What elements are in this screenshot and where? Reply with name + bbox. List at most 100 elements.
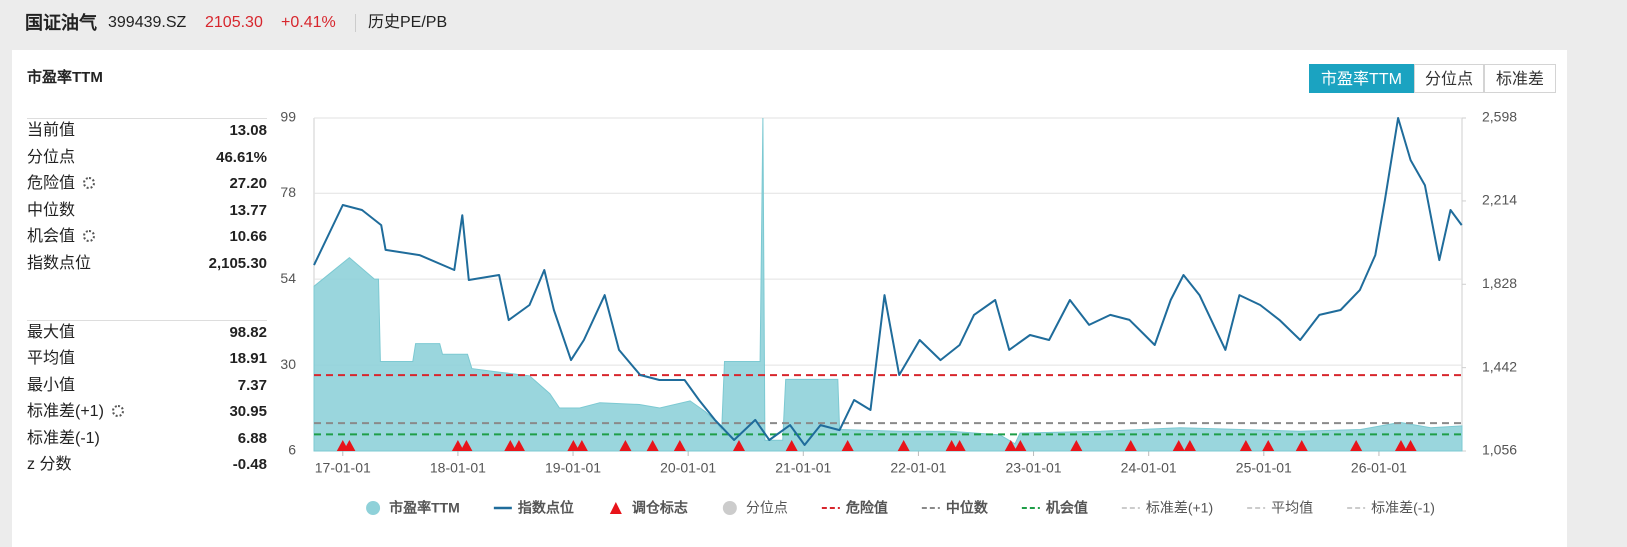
y2-tick-label: 2,598 [1482,109,1517,125]
x-tick-label: 17-01-01 [315,460,371,476]
legend-label: 调仓标志 [632,500,688,516]
stat-row: z 分数 -0.48 [27,453,267,477]
rebalance-marker [841,440,854,451]
stat-value: 27.20 [229,175,267,192]
stat-value: 10.66 [229,228,267,245]
rebalance-marker [953,440,966,451]
rebalance-marker [1350,440,1363,451]
rebalance-marker [945,440,958,451]
stat-label-text: 当前值 [27,122,76,139]
legend: 市盈率TTM 指数点位 调仓标志 分位点 危险值 中位数 机会值 标准差(+1) 平均值 标准差(… [366,500,1435,516]
legend-label: 标准差(+1) [1146,500,1213,516]
settings-icon[interactable] [83,177,96,189]
stat-value: 13.77 [229,201,267,219]
index-price: 2105.30 [205,14,263,31]
rebalance-marker [785,440,798,451]
stat-value: 13.08 [229,122,267,139]
stat-label-text: 标准差(-1) [27,429,100,447]
stat-label: 中位数 [27,199,75,223]
pe-area [313,117,1463,452]
legend-label: 机会值 [1046,500,1088,516]
x-tick-label: 24-01-01 [1121,460,1177,476]
tab[interactable]: 标准差 [1484,64,1556,93]
stat-label: 标准差(+1) [27,400,124,424]
rebalance-marker [460,440,473,451]
legend-label: 市盈率TTM [389,500,460,516]
rebalance-marker [897,440,910,451]
rebalance-marker [1295,440,1308,451]
legend-symbol [722,501,737,515]
stat-value: 2,105.30 [208,254,267,272]
legend-item[interactable]: 指数点位 [493,500,574,516]
settings-icon[interactable] [83,230,96,242]
legend-item[interactable]: 分位点 [722,500,788,516]
stat-label-text: 最小值 [27,376,76,394]
stat-value: 46.61% [216,148,267,166]
index-code: 399439.SZ [108,14,187,31]
stat-label: 最大值 [27,321,75,345]
legend-item[interactable]: 调仓标志 [609,500,688,516]
rebalance-marker [1070,440,1083,451]
settings-icon[interactable] [111,405,124,418]
stat-label: 分位点 [27,146,75,170]
card [12,50,1567,547]
history-link[interactable]: 历史PE/PB [368,14,448,31]
x-tick-label: 21-01-01 [775,460,831,476]
tab[interactable]: 分位点 [1414,64,1484,93]
y-tick-label: 54 [280,270,296,286]
legend-label: 平均值 [1271,500,1313,516]
legend-label: 指数点位 [518,500,574,516]
stat-value: 6.88 [237,429,267,447]
panel-title: 市盈率TTM [27,69,103,86]
stat-label: 当前值 [27,119,75,143]
stat-label: 平均值 [27,347,75,371]
legend-label: 标准差(-1) [1371,500,1435,516]
divider [355,14,356,32]
stat-row: 中位数 13.77 [27,199,267,223]
stat-label-text: 指数点位 [27,254,92,272]
legend-item[interactable]: 标准差(+1) [1121,500,1213,516]
legend-item[interactable]: 平均值 [1247,500,1313,516]
stat-value: -0.48 [232,456,267,473]
stat-label: 指数点位 [27,252,91,276]
rebalance-marker [1004,440,1017,451]
legend-item[interactable]: 标准差(-1) [1347,500,1435,516]
tab[interactable]: 市盈率TTM [1309,64,1414,93]
stat-value: 18.91 [229,350,267,368]
y-tick-label: 30 [280,356,296,372]
stat-label-text: z 分数 [27,456,72,473]
stat-label-text: 中位数 [27,201,76,219]
rebalance-marker [673,440,686,451]
separator [27,118,267,119]
y-tick-label: 99 [280,109,296,125]
stat-label: 最小值 [27,374,75,398]
stat-row: 最小值 7.37 [27,374,267,398]
stat-row: 最大值 98.82 [27,321,267,345]
rebalance-marker [575,440,588,451]
index-name: 国证油气 [25,13,97,33]
legend-item[interactable]: 市盈率TTM [366,500,460,516]
rebalance-marker [1394,440,1407,451]
rebalance-marker [504,440,517,451]
rebalance-marker [567,440,580,451]
rebalance-marker [512,440,525,451]
legend-item[interactable]: 机会值 [1021,500,1088,516]
y2-tick-label: 2,214 [1482,192,1517,208]
stat-label: 机会值 [27,225,96,249]
stat-row: 机会值 10.66 [27,225,267,249]
rebalance-marker [732,440,745,451]
stat-value: 7.37 [237,376,267,394]
legend-item[interactable]: 危险值 [821,500,888,516]
stat-label-text: 分位点 [27,148,76,166]
rebalance-marker [1014,440,1027,451]
stat-row: 平均值 18.91 [27,347,267,371]
legend-label: 中位数 [946,500,989,516]
x-tick-label: 19-01-01 [545,460,601,476]
legend-item[interactable]: 中位数 [921,500,989,516]
rebalance-marker [1172,440,1185,451]
stat-label-text: 机会值 [27,228,76,245]
stat-row: 当前值 13.08 [27,119,267,143]
legend-label: 危险值 [845,500,888,516]
